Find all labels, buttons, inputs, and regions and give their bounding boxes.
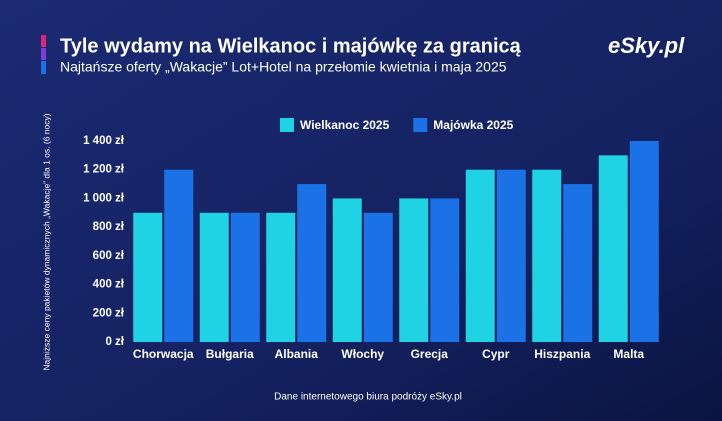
bar — [199, 212, 229, 342]
x-tick-label: Grecja — [411, 347, 449, 361]
bar — [164, 169, 194, 342]
accent — [41, 48, 46, 60]
x-tick-label: Cypr — [482, 347, 510, 361]
y-tick-label: 200 zł — [93, 307, 125, 319]
bar — [496, 169, 526, 342]
x-tick-label: Malta — [613, 347, 644, 361]
x-tick-label: Bułgaria — [206, 347, 254, 361]
bar — [532, 169, 562, 342]
bar — [297, 184, 327, 342]
y-tick-label: 400 zł — [93, 279, 125, 291]
bar — [230, 212, 260, 342]
logo: eSky.pl — [608, 33, 685, 58]
chart-subtitle: Najtańsze oferty „Wakacje” Lot+Hotel na … — [60, 59, 507, 75]
bar — [332, 198, 362, 342]
legend-swatch — [413, 118, 428, 132]
source: Dane internetowego biura podróży eSky.pl — [274, 392, 462, 403]
y-tick-label: 600 zł — [93, 250, 125, 262]
accent — [41, 35, 46, 47]
y-tick-label: 1 400 zł — [83, 135, 125, 147]
legend-label: Majówka 2025 — [433, 118, 513, 132]
bar — [399, 198, 429, 342]
chart-title: Tyle wydamy na Wielkanoc i majówkę za gr… — [60, 35, 522, 57]
bar — [133, 212, 163, 342]
bar — [363, 212, 393, 342]
legend-swatch — [280, 118, 294, 132]
y-tick-label: 1 000 zł — [83, 192, 125, 204]
bar — [563, 184, 593, 342]
y-axis-label: Najniższe ceny pakietów dynamicznych „Wa… — [41, 113, 51, 370]
bar — [266, 212, 296, 342]
legend-label: Wielkanoc 2025 — [300, 118, 390, 132]
x-tick-label: Chorwacja — [133, 347, 194, 361]
bar — [598, 155, 628, 342]
x-tick-label: Albania — [275, 347, 319, 361]
y-tick-label: 800 zł — [93, 221, 125, 233]
bar — [430, 198, 460, 342]
accent — [41, 61, 46, 74]
bar — [465, 169, 495, 342]
x-tick-label: Włochy — [341, 347, 384, 361]
bar — [629, 141, 659, 342]
y-tick-label: 0 zł — [105, 336, 124, 348]
y-tick-label: 1 200 zł — [83, 164, 125, 176]
x-tick-label: Hiszpania — [534, 347, 590, 361]
